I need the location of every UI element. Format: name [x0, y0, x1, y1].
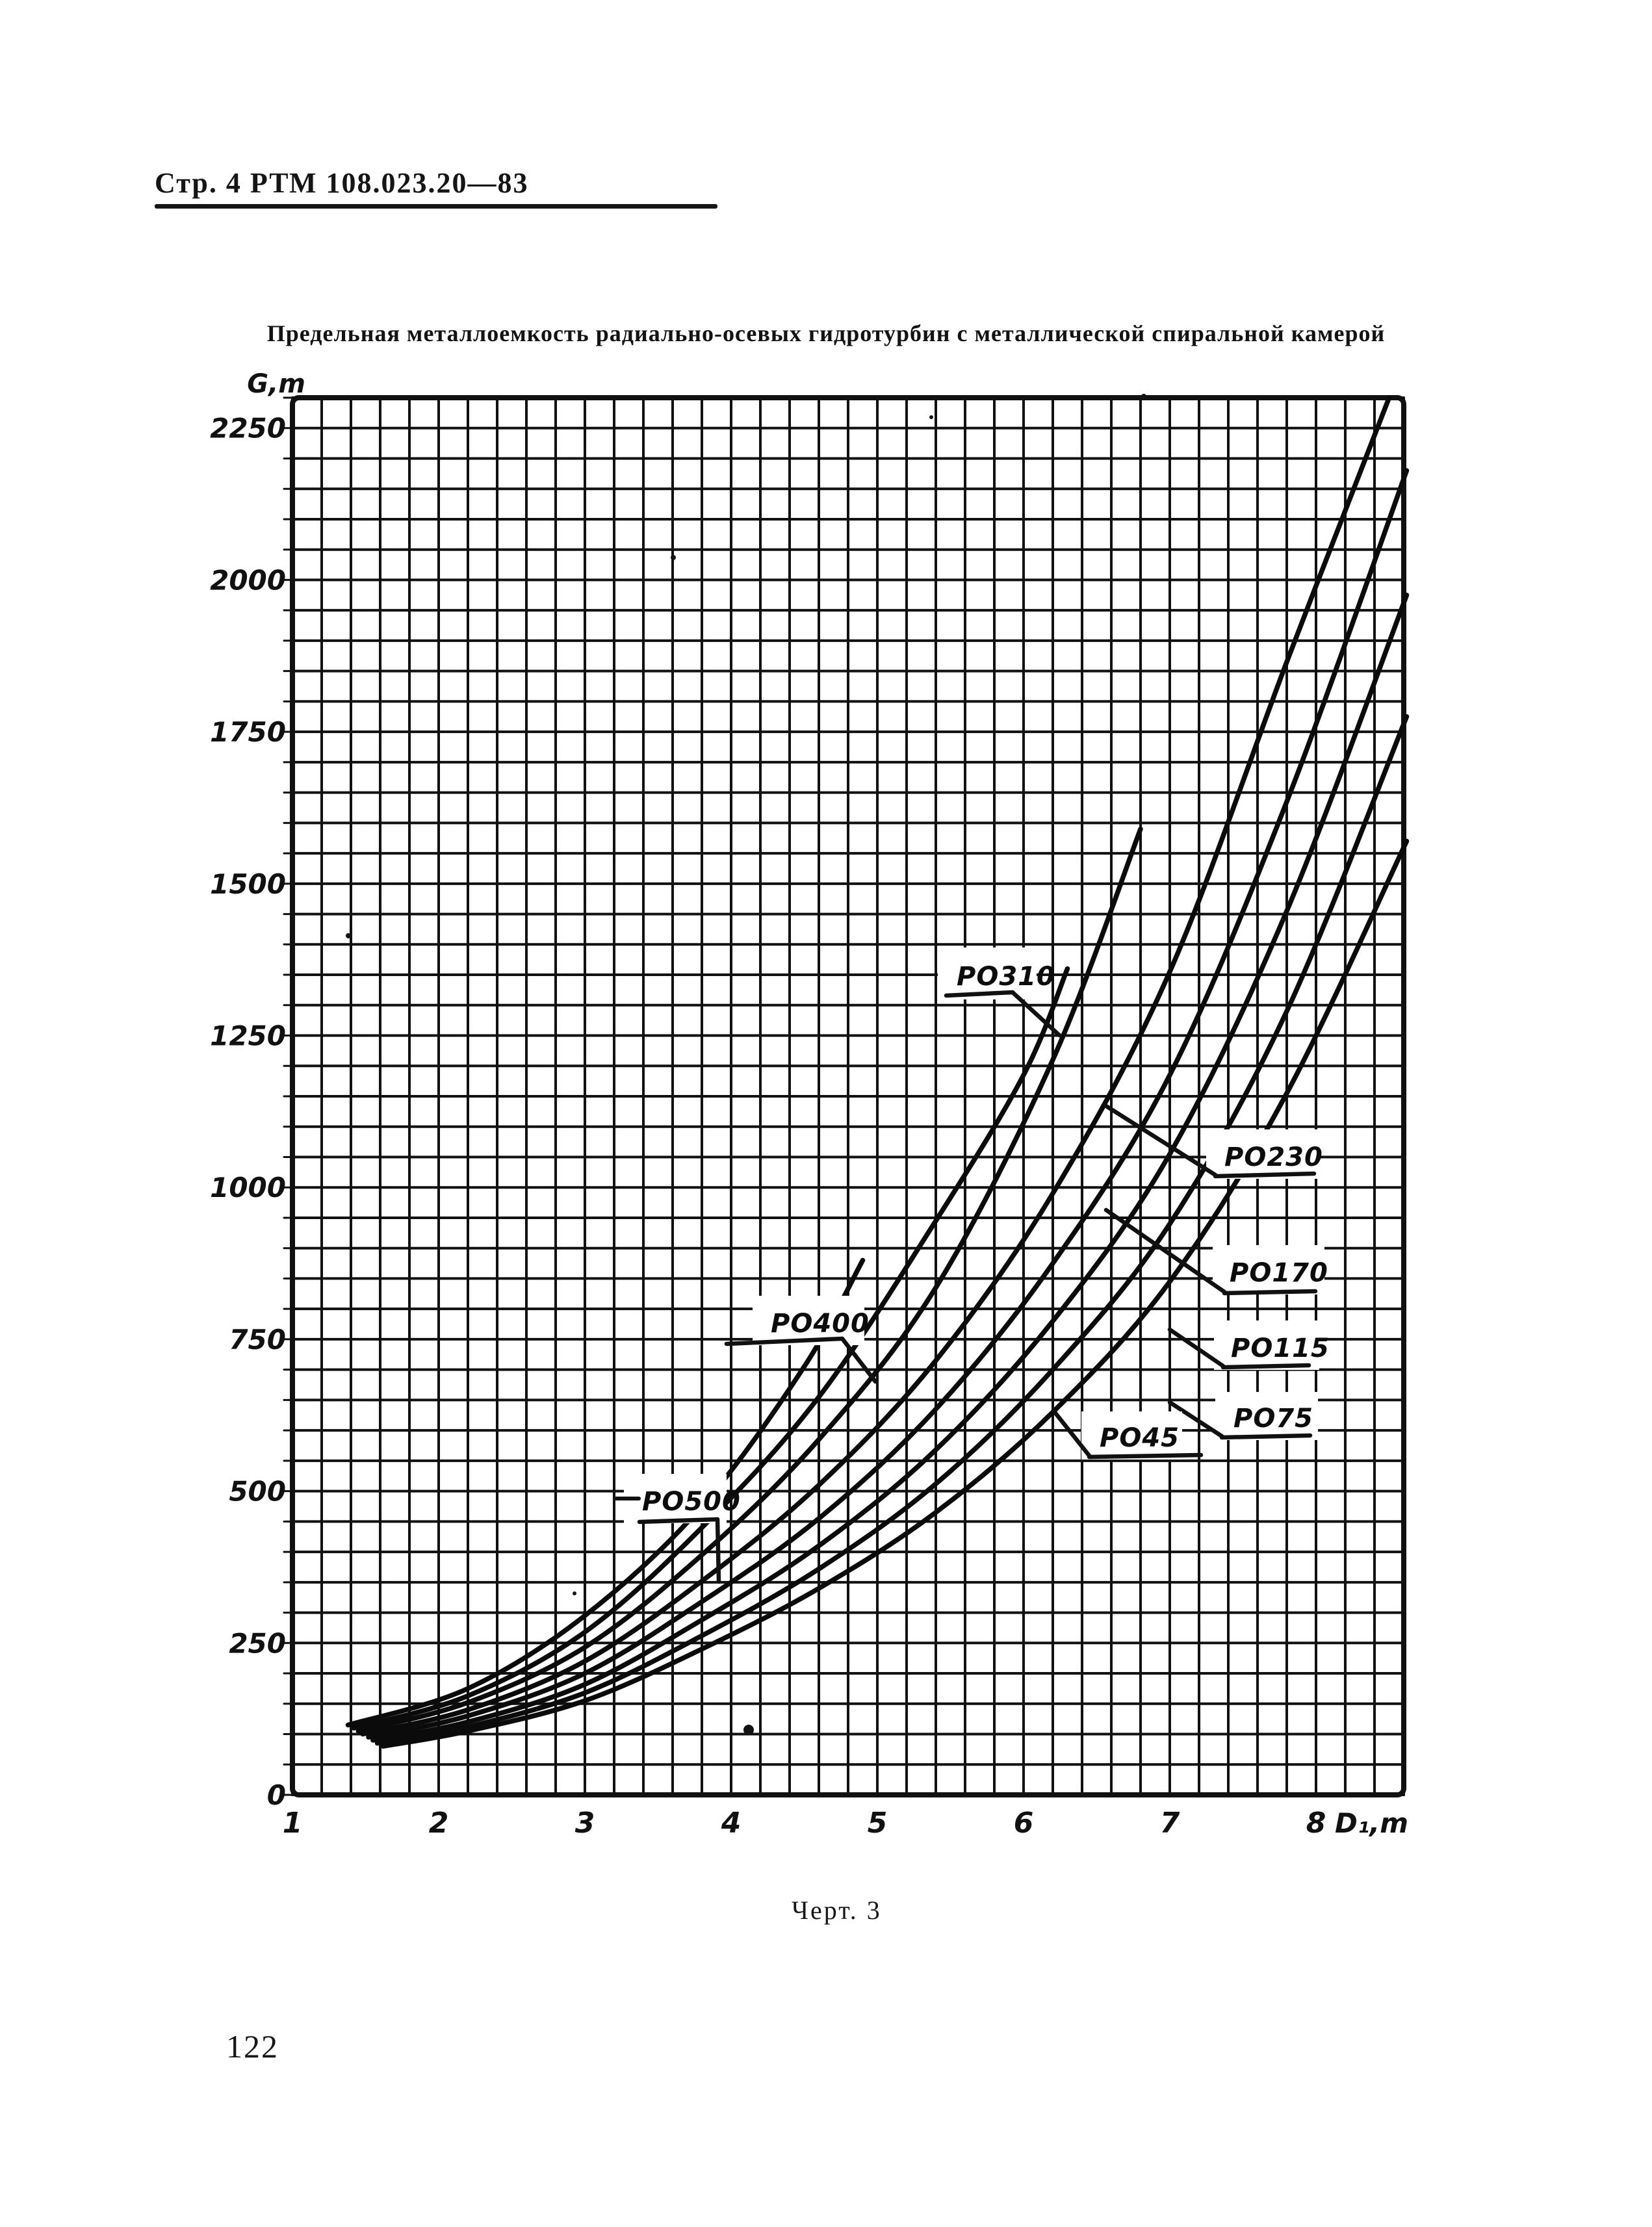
curve-РО310 — [355, 826, 1143, 1734]
label-mask-РО310 — [938, 947, 1037, 999]
curves — [345, 395, 1410, 1749]
curve-РО500 — [345, 1257, 866, 1728]
x-tick-label: 3 — [575, 1807, 595, 1840]
x-tick-label: 1 — [283, 1807, 303, 1840]
figure-caption: Черт. 3 — [792, 1896, 882, 1925]
label-mask-РО170 — [1213, 1245, 1324, 1294]
header-underline — [155, 204, 717, 209]
label-leader-РО500 — [715, 1517, 721, 1584]
x-tick-label: 5 — [868, 1807, 888, 1840]
y-tick-label: 2000 — [210, 564, 286, 596]
scan-speck — [743, 1725, 754, 1735]
page-number: 122 — [226, 2028, 279, 2065]
curve-label-РО310: РО310 — [957, 962, 1055, 992]
header-text: Стр. 4 РТМ 108.023.20—83 — [155, 167, 529, 199]
label-underline-РО500 — [637, 1517, 720, 1525]
label-underline-РО310 — [944, 990, 1015, 998]
label-mask-РО115 — [1214, 1320, 1319, 1370]
label-underline-РО400 — [724, 1336, 845, 1346]
page-header: Стр. 4 РТМ 108.023.20—83 — [155, 166, 717, 209]
label-mask-РО230 — [1206, 1129, 1318, 1179]
y-axis-title: G,m — [247, 369, 305, 399]
y-tick-label: 250 — [229, 1627, 286, 1659]
label-underline-РО45 — [1087, 1452, 1204, 1460]
x-tick-label: 4 — [721, 1807, 742, 1840]
curve-label-РО500: РО500 — [642, 1487, 741, 1517]
label-mask-РО500 — [624, 1474, 727, 1523]
scan-speck — [346, 933, 351, 938]
y-tick-label: 0 — [267, 1779, 286, 1811]
scan-speck — [573, 1591, 576, 1595]
scan-specks — [346, 394, 1146, 1735]
plot-border — [290, 395, 1406, 1797]
curve-label-РО75: РО75 — [1233, 1404, 1313, 1434]
label-underline-РО230 — [1213, 1171, 1317, 1179]
label-leader-РО115 — [1167, 1327, 1226, 1369]
label-leader-РО400 — [840, 1336, 878, 1384]
label-leader-РО230 — [1103, 1103, 1218, 1178]
y-tick-label: 1000 — [210, 1172, 286, 1204]
x-tick-label: 7 — [1160, 1807, 1180, 1840]
curve-РО75 — [374, 714, 1410, 1746]
curve-label-РО400: РО400 — [771, 1309, 870, 1339]
x-axis-title: D₁,m — [1335, 1807, 1408, 1839]
y-tick-label: 1750 — [210, 716, 286, 748]
curve-РО230 — [360, 395, 1392, 1737]
curve-label-РО230: РО230 — [1224, 1142, 1323, 1172]
axis-labels: 0 250 500 750 1000 1250 1500 1750 2000 2250 1 2 3 4 5 6… — [210, 369, 1408, 1840]
label-underline-РО170 — [1222, 1289, 1318, 1296]
figure-title: Предельная металлоемкость радиально-осев… — [266, 320, 1386, 346]
y-tick-label: 1500 — [210, 868, 286, 900]
label-mask-РО400 — [753, 1296, 864, 1345]
label-mask-РО45 — [1081, 1411, 1182, 1460]
x-tick-label: 6 — [1014, 1807, 1034, 1840]
y-tick-label: 2250 — [210, 413, 286, 444]
scan-speck — [929, 415, 933, 419]
curve-label-РО115: РО115 — [1231, 1333, 1330, 1363]
curve-РО115 — [370, 593, 1410, 1743]
curve-РО170 — [366, 468, 1410, 1740]
label-underline-РО115 — [1220, 1363, 1311, 1370]
label-mask-РО75 — [1215, 1392, 1318, 1440]
curve-label-РО170: РО170 — [1230, 1258, 1328, 1288]
curve-РО45 — [380, 838, 1410, 1749]
scan-speck — [1141, 394, 1146, 399]
curve-labels: РО310 РО230 РО170 РО115 РО75 РО45 РО400 РО500 — [614, 947, 1330, 1584]
x-tick-label: 2 — [429, 1807, 449, 1840]
label-leader-РО45 — [1052, 1409, 1092, 1458]
curve-label-РО45: РО45 — [1100, 1423, 1180, 1453]
label-underline-РО75 — [1219, 1433, 1313, 1440]
curve-РО400 — [351, 966, 1070, 1731]
label-leader-РО75 — [1167, 1400, 1224, 1439]
x-tick-label: 8 — [1306, 1807, 1326, 1840]
label-leader-РО310 — [1010, 990, 1062, 1038]
y-tick-label: 750 — [229, 1324, 286, 1356]
y-tick-label: 1250 — [210, 1020, 286, 1052]
label-leader-РО170 — [1103, 1207, 1227, 1294]
scan-speck — [671, 555, 676, 560]
grid — [283, 395, 1406, 1797]
y-tick-label: 500 — [229, 1476, 286, 1508]
